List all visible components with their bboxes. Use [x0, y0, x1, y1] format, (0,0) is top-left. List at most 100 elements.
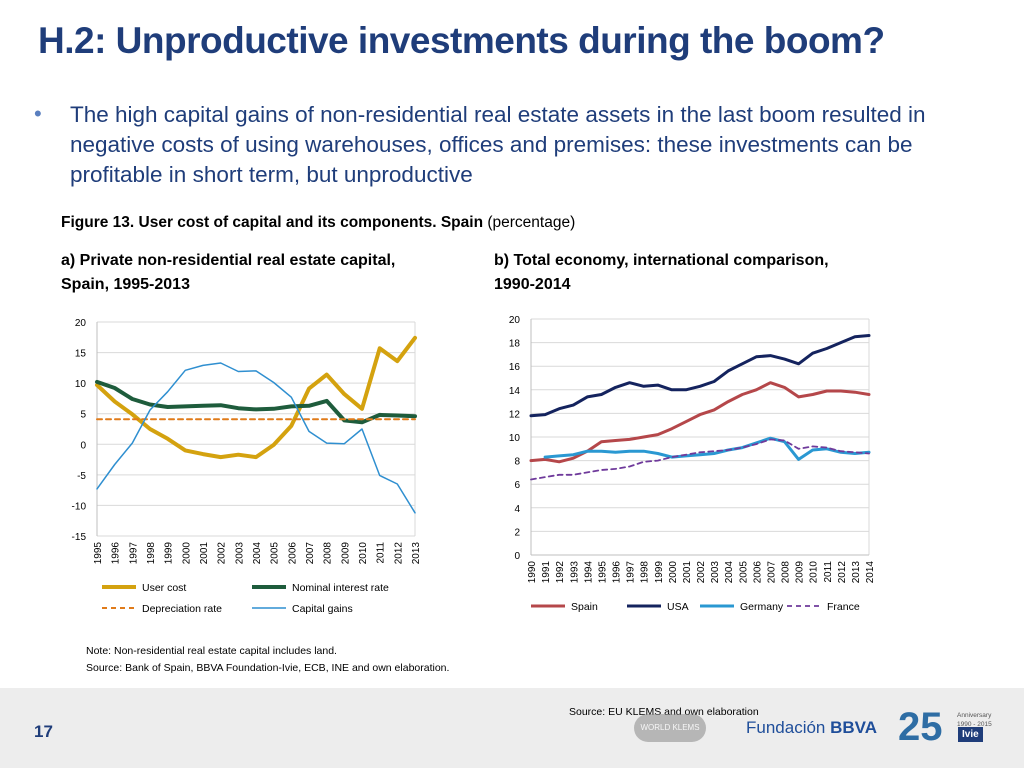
figure-caption: Figure 13. User cost of capital and its …: [61, 214, 575, 232]
legend-label: France: [827, 601, 860, 613]
anniversary-text: Anniversary 1990 - 2015: [957, 711, 992, 729]
anniversary-line: Anniversary: [957, 712, 992, 719]
y-tick-label: 8: [514, 457, 520, 468]
bbva-text: BBVA: [830, 718, 878, 737]
legend-label: Nominal interest rate: [292, 582, 389, 594]
chart-b-subtitle: b) Total economy, international comparis…: [494, 249, 924, 297]
legend-label: USA: [667, 601, 689, 613]
x-tick-label: 2004: [252, 542, 263, 565]
x-tick-label: 2013: [411, 542, 422, 565]
fundacion-text: Fundación: [746, 718, 826, 737]
x-tick-label: 2000: [181, 542, 192, 565]
chart-a-subtitle: a) Private non-residential real estate c…: [61, 249, 491, 297]
y-tick-label: 20: [75, 318, 87, 329]
y-tick-label: -15: [72, 532, 87, 543]
x-tick-label: 1992: [555, 561, 566, 584]
x-tick-label: 2012: [393, 542, 404, 565]
ivie-logo: Ivie: [958, 727, 983, 742]
x-tick-label: 1996: [111, 542, 122, 565]
y-tick-label: 0: [80, 440, 86, 451]
x-tick-label: 2005: [270, 542, 281, 565]
series-line-germany: [543, 436, 871, 461]
legend-label: Depreciation rate: [142, 603, 222, 615]
x-tick-label: 2010: [809, 561, 820, 584]
x-tick-label: 2006: [287, 542, 298, 565]
x-tick-label: 1999: [164, 542, 175, 565]
anniversary-25-logo: 25: [898, 705, 943, 749]
x-tick-label: 2001: [682, 561, 693, 584]
x-tick-label: 1998: [640, 561, 651, 584]
x-tick-label: 1996: [612, 561, 623, 584]
chart-note: Note: Non-residential real estate capita…: [86, 643, 449, 677]
series-line-usa: [529, 334, 871, 418]
y-tick-label: 4: [514, 504, 520, 515]
x-tick-label: 1997: [626, 561, 637, 584]
series-line-user-cost: [95, 335, 417, 460]
x-tick-label: 2014: [865, 561, 876, 584]
y-tick-label: 6: [514, 480, 520, 491]
x-tick-label: 1995: [93, 542, 104, 565]
x-tick-label: 2010: [358, 542, 369, 565]
x-tick-label: 2003: [710, 561, 721, 584]
chart-b-source: Source: EU KLEMS and own elaboration: [569, 706, 759, 718]
chart-b-subtitle-line2: 1990-2014: [494, 276, 571, 293]
figure-caption-rest: (percentage): [483, 214, 576, 231]
series-line-nominal-interest-rate: [95, 379, 417, 425]
y-tick-label: 16: [509, 362, 521, 373]
y-tick-label: 0: [514, 551, 520, 562]
legend-label: User cost: [142, 582, 186, 594]
slide-title: H.2: Unproductive investments during the…: [38, 20, 885, 61]
legend-label: Spain: [571, 601, 598, 613]
x-tick-label: 2007: [305, 542, 316, 565]
x-tick-label: 2012: [837, 561, 848, 584]
x-tick-label: 1995: [597, 561, 608, 584]
x-tick-label: 1994: [583, 561, 594, 584]
y-tick-label: 10: [509, 433, 521, 444]
bullet-text: The high capital gains of non-residentia…: [70, 102, 926, 187]
x-tick-label: 2003: [234, 542, 245, 565]
series-line-france: [530, 438, 870, 481]
y-tick-label: 5: [80, 410, 86, 421]
x-tick-label: 1997: [128, 542, 139, 565]
x-tick-label: 2001: [199, 542, 210, 565]
x-tick-label: 2008: [323, 542, 334, 565]
x-tick-label: 2005: [738, 561, 749, 584]
x-tick-label: 1998: [146, 542, 157, 565]
y-tick-label: 12: [509, 409, 521, 420]
x-tick-label: 2006: [752, 561, 763, 584]
chart-b-subtitle-line1: b) Total economy, international comparis…: [494, 252, 829, 269]
x-tick-label: 2011: [376, 542, 387, 564]
x-tick-label: 2007: [766, 561, 777, 584]
y-tick-label: 20: [509, 315, 521, 326]
x-tick-label: 2000: [668, 561, 679, 584]
y-tick-label: 10: [75, 379, 87, 390]
anniversary-years: 1990 - 2015: [957, 721, 992, 728]
source-line: Source: Bank of Spain, BBVA Foundation-I…: [86, 662, 450, 674]
x-tick-label: 2011: [823, 561, 834, 583]
y-tick-label: 18: [509, 339, 521, 350]
x-tick-label: 1991: [541, 561, 552, 584]
x-tick-label: 2013: [851, 561, 862, 584]
x-tick-label: 1993: [569, 561, 580, 584]
legend-label: Capital gains: [292, 603, 353, 615]
y-tick-label: 2: [514, 527, 520, 538]
x-tick-label: 1999: [654, 561, 665, 584]
x-tick-label: 2002: [696, 561, 707, 584]
x-tick-label: 2008: [781, 561, 792, 584]
fundacion-bbva-logo: Fundación BBVA: [746, 718, 877, 738]
x-tick-label: 2009: [795, 561, 806, 584]
x-tick-label: 2004: [724, 561, 735, 584]
y-tick-label: 15: [75, 349, 87, 360]
note-line: Note: Non-residential real estate capita…: [86, 645, 337, 657]
x-tick-label: 1990: [527, 561, 538, 584]
worldklems-logo: WORLD KLEMS: [634, 714, 706, 742]
figure-caption-bold: Figure 13. User cost of capital and its …: [61, 214, 484, 231]
x-tick-label: 2002: [217, 542, 228, 565]
x-tick-label: 2009: [340, 542, 351, 565]
chart-a-subtitle-line1: a) Private non-residential real estate c…: [61, 252, 396, 269]
legend-label: Germany: [740, 601, 784, 613]
y-tick-label: -10: [72, 501, 87, 512]
y-tick-label: -5: [77, 471, 86, 482]
